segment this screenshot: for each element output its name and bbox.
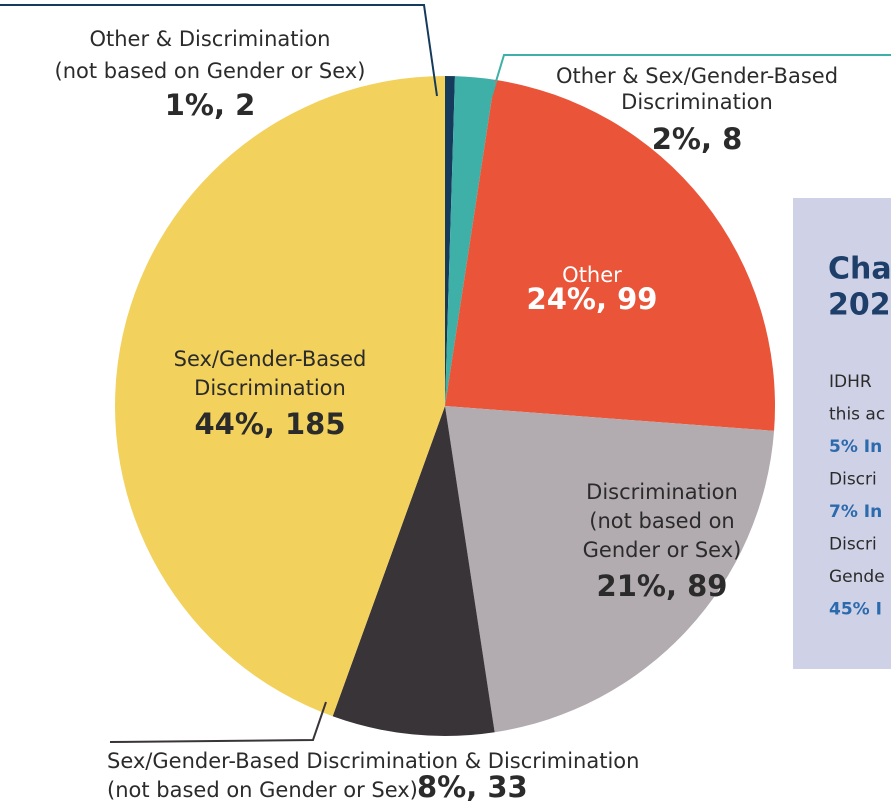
value-label: 2%, 8 — [652, 122, 743, 156]
leader-line — [490, 54, 891, 99]
value-label: 8%, 33 — [417, 770, 528, 804]
pie-slice — [445, 76, 495, 407]
slice-label: Discrimination — [621, 90, 773, 114]
panel-line: Discri — [829, 470, 877, 490]
leader-line — [0, 4, 438, 97]
panel-line: this ac — [829, 405, 885, 425]
panel-title: Cha — [828, 252, 891, 287]
value-label: 21%, 89 — [597, 569, 728, 603]
slice-label: Gender or Sex) — [583, 538, 742, 562]
panel-line: Gende — [829, 567, 885, 587]
slice-label: Other & Sex/Gender-Based — [556, 64, 838, 88]
pie-slice — [445, 76, 455, 406]
slice-label: Discrimination — [194, 376, 346, 400]
pie-slice — [115, 76, 445, 717]
panel-title: 202 — [828, 288, 891, 323]
panel-line: IDHR — [829, 372, 872, 392]
value-label: 1%, 2 — [165, 88, 256, 122]
leader-line — [109, 701, 327, 743]
slice-label: Discrimination — [586, 480, 738, 504]
pie-slice — [445, 406, 775, 733]
value-label: 24%, 99 — [527, 282, 658, 316]
slice-label: (not based on Gender or Sex) — [55, 59, 366, 83]
slices — [115, 76, 775, 736]
slice-label: (not based on Gender or Sex) — [107, 778, 418, 802]
panel-highlight: 7% In — [829, 502, 882, 522]
slice-label: Sex/Gender-Based Discrimination & Discri… — [107, 749, 639, 773]
panel-highlight: 5% In — [829, 437, 882, 457]
pie-slice — [332, 406, 495, 736]
panel-highlight: 45% I — [829, 600, 882, 620]
pie-slice — [445, 79, 775, 431]
slice-label: (not based on — [589, 509, 734, 533]
info-panel — [793, 198, 891, 669]
slice-label: Sex/Gender-Based — [174, 347, 367, 371]
panel-line: Discri — [829, 535, 877, 555]
slice-label: Other — [562, 263, 622, 287]
value-label: 44%, 185 — [194, 407, 345, 441]
slice-label: Other & Discrimination — [89, 27, 330, 51]
